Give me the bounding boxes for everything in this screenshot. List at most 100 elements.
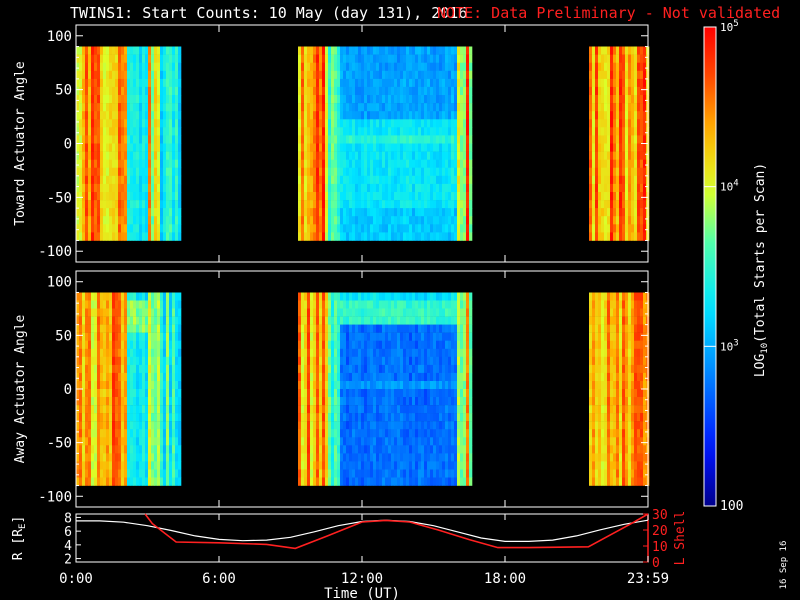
heatmap-cell [127,200,131,209]
heatmap-cell [391,453,395,462]
heatmap-cell [172,192,176,201]
heatmap-cell [394,135,398,144]
heatmap-cell [607,143,611,152]
heatmap-cell [430,95,434,104]
heatmap-cell [121,437,125,446]
heatmap-cell [178,348,182,358]
heatmap-cell [100,389,104,398]
heatmap-cell [172,62,176,72]
heatmap-cell [640,183,644,193]
heatmap-cell [109,232,113,241]
heatmap-cell [463,103,467,112]
heatmap-cell [457,437,461,446]
heatmap-cell [466,159,470,169]
heatmap-cell [427,62,431,72]
heatmap-cell [409,292,413,301]
heatmap-cell [388,70,392,80]
heatmap-cell [91,477,95,486]
heatmap-cell [463,62,467,72]
heatmap-cell [124,103,128,112]
heatmap-cell [109,224,113,233]
heatmap-cell [427,192,431,201]
heatmap-cell [136,183,140,193]
heatmap-cell [298,405,302,414]
heatmap-cell [622,183,626,193]
heatmap-cell [154,477,158,486]
heatmap-cell [352,78,356,88]
heatmap-cell [394,70,398,80]
heatmap-cell [445,381,449,390]
heatmap-cell [439,421,443,430]
heatmap-cell [448,143,452,152]
heatmap-cell [79,429,83,438]
heatmap-cell [100,429,104,438]
heatmap-cell [352,324,356,333]
heatmap-cell [172,224,176,233]
heatmap-cell [163,143,167,152]
heatmap-cell [88,308,92,317]
heatmap-cell [358,397,362,406]
heatmap-cell [175,437,179,446]
heatmap-cell [598,62,602,72]
heatmap-cell [355,70,359,80]
heatmap-cell [79,300,83,309]
heatmap-cell [103,421,107,430]
heatmap-cell [628,95,632,104]
heatmap-cell [613,62,617,72]
heatmap-cell [115,62,119,72]
heatmap-cell [403,62,407,72]
heatmap-cell [115,405,119,414]
heatmap-cell [340,461,344,470]
heatmap-cell [403,421,407,430]
heatmap-cell [613,111,617,120]
heatmap-cell [388,127,392,136]
heatmap-cell [364,183,368,193]
heatmap-cell [352,389,356,398]
heatmap-cell [379,232,383,241]
heatmap-cell [97,208,101,217]
heatmap-cell [439,175,443,185]
heatmap-cell [403,143,407,152]
heatmap-cell [343,62,347,72]
heatmap-cell [112,405,116,414]
heatmap-cell [328,208,332,217]
heatmap-cell [370,208,374,217]
heatmap-cell [172,308,176,317]
heatmap-cell [352,300,356,309]
heatmap-cell [121,86,125,96]
heatmap-cell [166,429,170,438]
heatmap-cell [133,397,137,406]
heatmap-cell [94,103,98,112]
heatmap-cell [130,70,134,80]
heatmap-cell [346,224,350,233]
heatmap-cell [400,135,404,144]
heatmap-cell [454,143,458,152]
heatmap-cell [433,421,437,430]
heatmap-cell [445,54,449,63]
heatmap-cell [343,300,347,309]
heatmap-cell [334,119,338,128]
heatmap-cell [334,332,338,341]
heatmap-cell [616,111,620,120]
heatmap-cell [352,445,356,454]
heatmap-cell [427,175,431,185]
heatmap-cell [133,413,137,422]
heatmap-cell [304,389,308,398]
heatmap-cell [391,324,395,333]
heatmap-cell [334,175,338,185]
heatmap-cell [79,324,83,333]
heatmap-cell [163,86,167,96]
heatmap-cell [640,119,644,128]
heatmap-cell [370,143,374,152]
heatmap-cell [358,429,362,438]
heatmap-cell [385,175,389,185]
heatmap-cell [337,292,341,301]
heatmap-cell [385,232,389,241]
heatmap-cell [349,127,353,136]
heatmap-cell [91,429,95,438]
heatmap-cell [88,70,92,80]
heatmap-cell [127,111,131,120]
heatmap-cell [94,437,98,446]
heatmap-cell [454,308,458,317]
